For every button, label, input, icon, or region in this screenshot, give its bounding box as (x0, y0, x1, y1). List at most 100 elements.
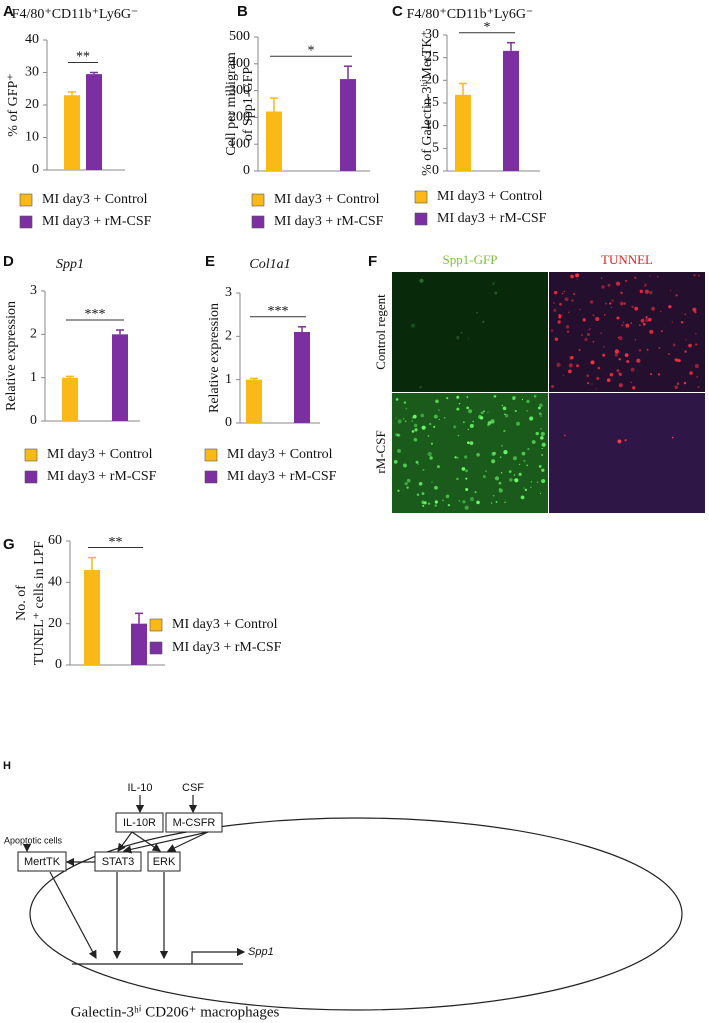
speckle (494, 291, 498, 295)
speckle (540, 427, 542, 430)
speckle (456, 407, 460, 411)
speckle (395, 417, 397, 419)
speckle (669, 289, 672, 292)
y-tick-label: 0 (55, 657, 62, 672)
speckle (589, 300, 594, 304)
speckle (538, 412, 542, 416)
speckle (668, 305, 672, 309)
speckle (680, 321, 684, 324)
speckle (656, 275, 659, 278)
legend-swatch (204, 470, 218, 484)
legend-label: MI day3 + rM-CSF (172, 640, 282, 655)
speckle (537, 406, 541, 410)
speckle (413, 437, 418, 442)
speckle (468, 409, 473, 414)
panel-letter: E (205, 253, 215, 270)
speckle (698, 274, 700, 277)
speckle (393, 460, 398, 464)
speckle (616, 369, 620, 372)
speckle (509, 478, 513, 482)
panel-letter: F (368, 253, 377, 270)
y-tick-label: 25 (425, 50, 439, 65)
speckle (420, 413, 425, 418)
speckle (429, 456, 433, 460)
y-tick-label: 2 (225, 329, 232, 344)
speckle (434, 504, 438, 507)
speckle (550, 384, 555, 389)
legend-label: MI day3 + rM-CSF (274, 214, 384, 229)
speckle (410, 323, 416, 328)
speckle (427, 502, 431, 505)
speckle (579, 309, 581, 311)
speckle (492, 451, 497, 455)
speckle (482, 475, 486, 479)
speckle (538, 465, 542, 468)
speckle (645, 318, 649, 323)
speckle (671, 436, 674, 439)
bar (340, 79, 356, 171)
legend-swatch (251, 193, 265, 207)
speckle (540, 431, 545, 436)
node-label: STAT3 (102, 856, 135, 868)
speckle (539, 492, 542, 495)
node-label: IL-10R (123, 817, 156, 829)
speckle (538, 403, 543, 408)
speckle (479, 416, 484, 420)
speckle (600, 277, 603, 279)
node-box (147, 851, 181, 872)
speckle (694, 363, 699, 369)
y-tick-label: 40 (25, 32, 39, 47)
speckle (648, 317, 652, 322)
speckle (541, 442, 546, 447)
y-tick-label: 2 (30, 327, 37, 342)
speckle (427, 435, 430, 437)
speckle (630, 322, 633, 324)
speckle (561, 292, 564, 295)
speckle (492, 282, 496, 286)
speckle (645, 316, 648, 319)
speckle (591, 383, 593, 385)
speckle (586, 332, 590, 337)
speckle (405, 407, 408, 410)
speckle (415, 460, 419, 464)
speckle (499, 456, 502, 458)
speckle (595, 316, 600, 322)
legend-label: MI day3 + Control (172, 617, 278, 632)
speckle (536, 481, 539, 483)
speckle (521, 398, 524, 401)
speckle (428, 422, 432, 426)
speckle (606, 378, 611, 382)
speckle (520, 495, 525, 500)
y-tick-label: 30 (25, 65, 39, 80)
speckle (553, 308, 557, 312)
legend-swatch (24, 448, 38, 462)
speckle (461, 467, 466, 471)
speckle (402, 418, 405, 420)
node-label: CSF (182, 782, 204, 794)
speckle (514, 478, 519, 483)
speckle (564, 297, 569, 302)
speckle (490, 419, 495, 424)
speckle (558, 313, 561, 317)
speckle (550, 329, 554, 332)
speckle (614, 349, 620, 354)
speckle (540, 453, 544, 457)
speckle (640, 318, 645, 323)
significance-label: * (484, 20, 491, 35)
speckle (508, 470, 512, 474)
speckle (397, 449, 401, 453)
bar (112, 334, 128, 421)
speckle (500, 472, 503, 474)
speckle (693, 274, 696, 277)
speckle (570, 355, 574, 360)
speckle (644, 283, 647, 287)
speckle (474, 491, 477, 494)
speckle (553, 290, 558, 295)
speckle (421, 425, 426, 430)
speckle (462, 421, 465, 424)
speckle (485, 470, 487, 473)
y-axis-label: No. of (14, 585, 29, 621)
speckle (696, 375, 699, 378)
speckle (454, 456, 457, 459)
speckle (456, 395, 460, 399)
